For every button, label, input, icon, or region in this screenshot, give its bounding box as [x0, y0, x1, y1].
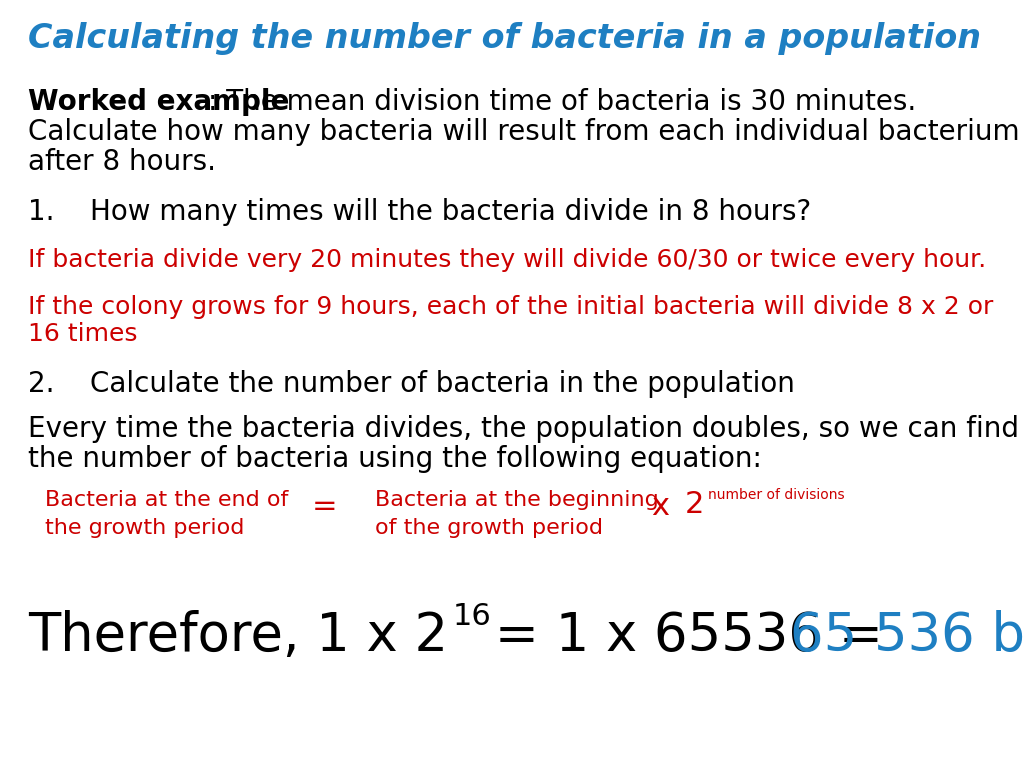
- Text: If the colony grows for 9 hours, each of the initial bacteria will divide 8 x 2 : If the colony grows for 9 hours, each of…: [28, 295, 993, 319]
- Text: after 8 hours.: after 8 hours.: [28, 148, 216, 176]
- Text: number of divisions: number of divisions: [708, 488, 845, 502]
- Text: If bacteria divide very 20 minutes they will divide 60/30 or twice every hour.: If bacteria divide very 20 minutes they …: [28, 248, 986, 272]
- Text: 16 times: 16 times: [28, 322, 137, 346]
- Text: 2.    Calculate the number of bacteria in the population: 2. Calculate the number of bacteria in t…: [28, 370, 795, 398]
- Text: Bacteria at the beginning: Bacteria at the beginning: [375, 490, 658, 510]
- Text: Therefore, 1 x 2: Therefore, 1 x 2: [28, 610, 449, 662]
- Text: of the growth period: of the growth period: [375, 518, 603, 538]
- Text: Bacteria at the end of: Bacteria at the end of: [45, 490, 289, 510]
- Text: Worked example: Worked example: [28, 88, 290, 116]
- Text: : The mean division time of bacteria is 30 minutes.: : The mean division time of bacteria is …: [208, 88, 916, 116]
- Text: the growth period: the growth period: [45, 518, 245, 538]
- Text: Every time the bacteria divides, the population doubles, so we can find: Every time the bacteria divides, the pop…: [28, 415, 1019, 443]
- Text: x: x: [651, 492, 669, 521]
- Text: 65 536 bacteria: 65 536 bacteria: [790, 610, 1024, 662]
- Text: the number of bacteria using the following equation:: the number of bacteria using the followi…: [28, 445, 762, 473]
- Text: Calculating the number of bacteria in a population: Calculating the number of bacteria in a …: [28, 22, 981, 55]
- Text: = 1 x 65536 =: = 1 x 65536 =: [478, 610, 900, 662]
- Text: 1.    How many times will the bacteria divide in 8 hours?: 1. How many times will the bacteria divi…: [28, 198, 811, 226]
- Text: 16: 16: [453, 602, 492, 631]
- Text: Calculate how many bacteria will result from each individual bacterium: Calculate how many bacteria will result …: [28, 118, 1020, 146]
- Text: =: =: [312, 492, 338, 521]
- Text: 2: 2: [685, 490, 705, 519]
